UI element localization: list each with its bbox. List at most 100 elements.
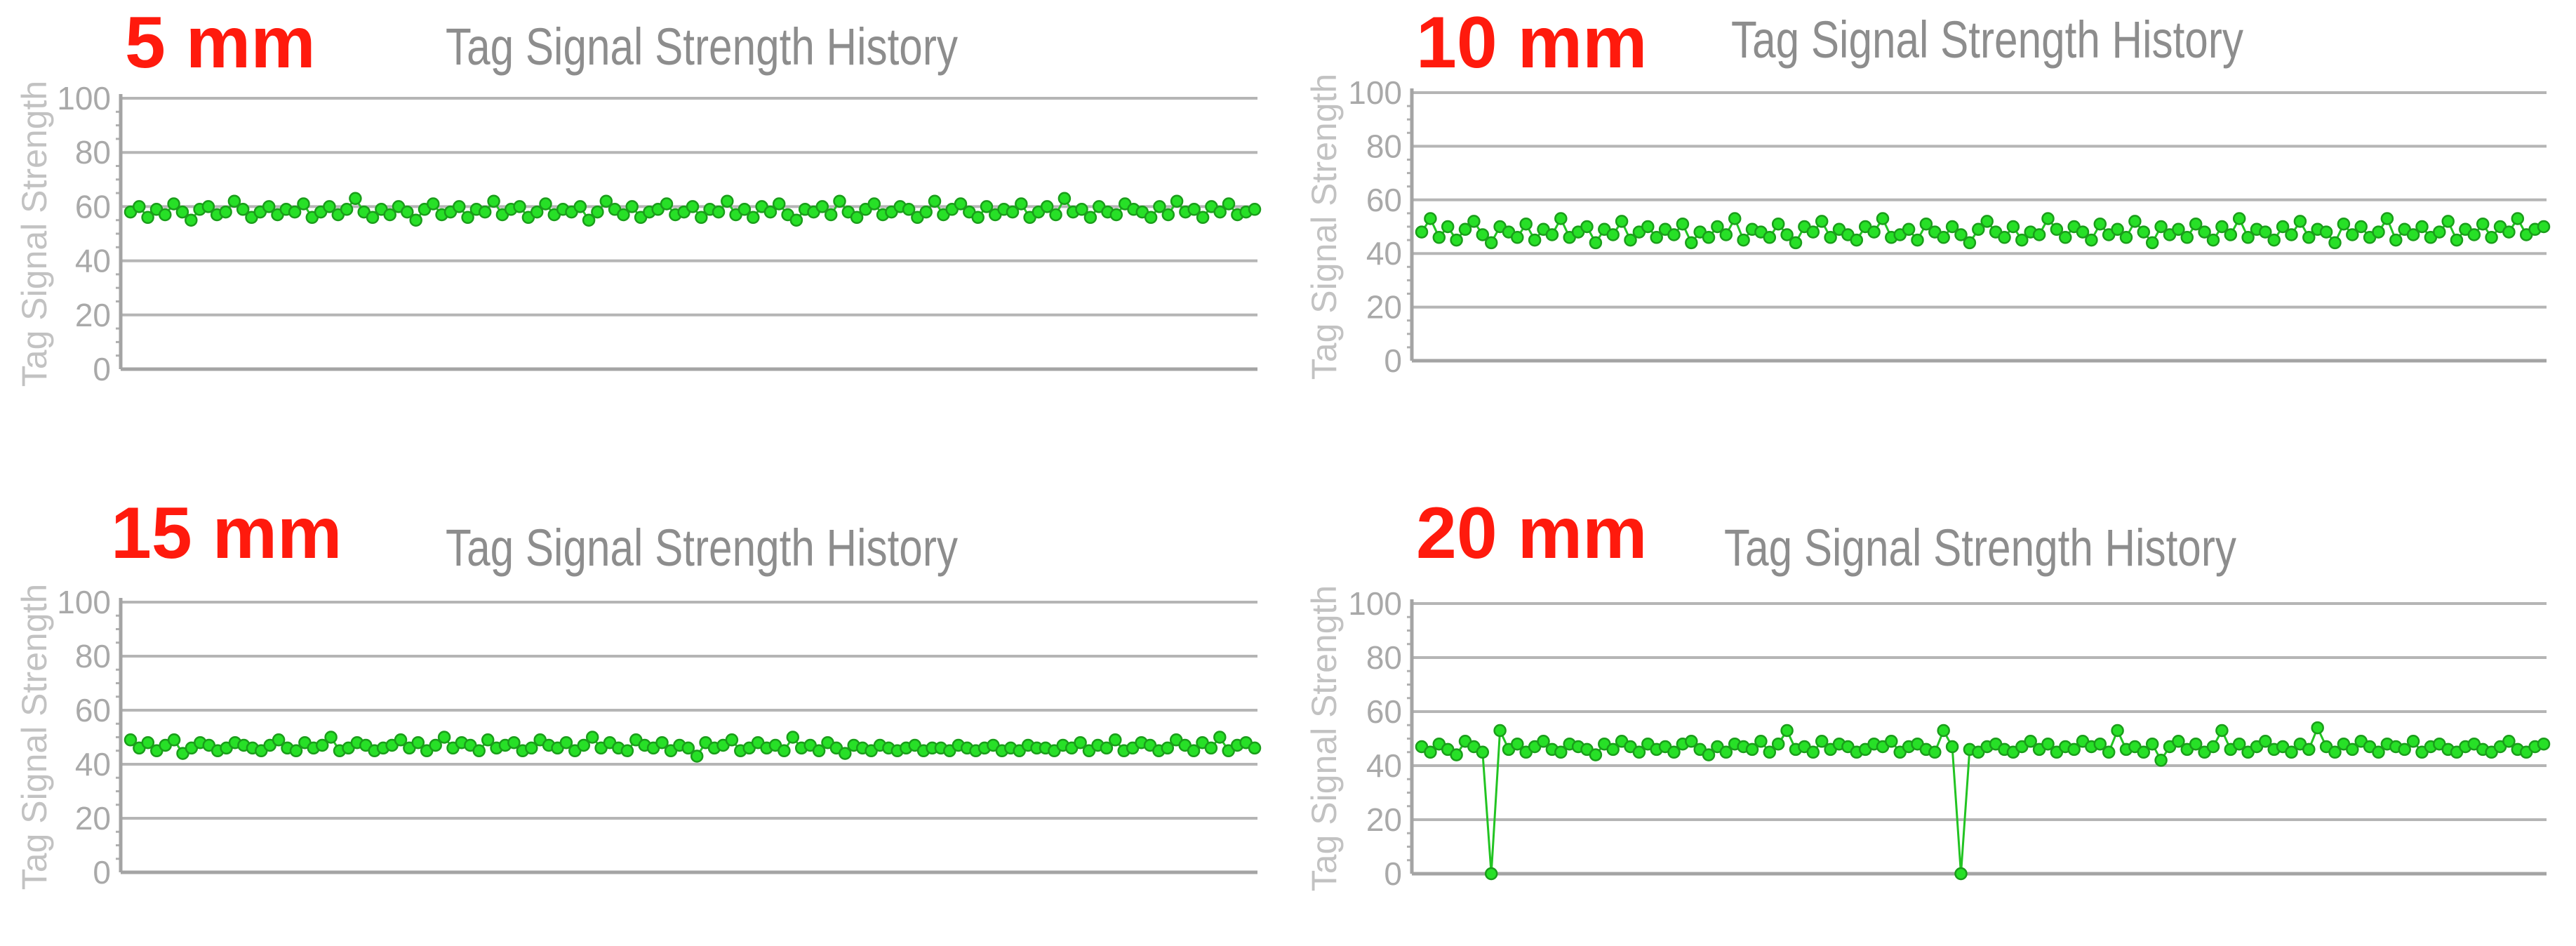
data-point [1213, 731, 1227, 744]
data-point [2111, 724, 2124, 738]
data-point [1624, 233, 1637, 247]
data-point [2154, 220, 2168, 234]
data-point [167, 197, 180, 211]
data-point [2511, 212, 2525, 225]
data-point [1615, 215, 1629, 228]
data-point [2215, 724, 2229, 738]
data-point [383, 208, 396, 222]
data-point [2415, 220, 2429, 234]
data-point [919, 205, 933, 219]
data-point [2041, 737, 2055, 751]
data-point [507, 735, 521, 750]
data-point [461, 211, 474, 225]
data-point [789, 213, 803, 227]
data-point [1432, 231, 1446, 244]
data-point [786, 731, 800, 744]
data-point [2172, 735, 2185, 748]
data-point [620, 744, 634, 758]
data-point [971, 211, 985, 225]
y-tick-label: 80 [75, 638, 111, 674]
chart-title: Tag Signal Strength History [1724, 519, 2236, 577]
y-tick-label: 100 [57, 584, 111, 620]
data-point [1902, 222, 1916, 236]
data-point [1519, 217, 1533, 231]
data-point [1954, 228, 1968, 241]
data-point [1763, 231, 1777, 244]
data-point [539, 197, 552, 211]
data-point [2189, 737, 2203, 751]
data-point [2485, 231, 2498, 244]
y-tick-label: 20 [1366, 289, 1402, 326]
data-point [582, 213, 596, 227]
panel-distance-label: 20 mm [1416, 493, 1648, 574]
data-point [1667, 745, 1681, 759]
panel-distance-label: 15 mm [111, 493, 342, 574]
data-point [954, 197, 968, 211]
data-point [1484, 236, 1498, 250]
data-point [2319, 225, 2333, 239]
data-point [1049, 208, 1062, 222]
data-point [2389, 233, 2403, 247]
data-point [1248, 203, 1262, 216]
data-point [1824, 231, 1837, 244]
data-point [411, 735, 425, 750]
data-point [625, 200, 639, 213]
data-point [2476, 217, 2490, 231]
data-point [850, 211, 864, 225]
panel-distance-label: 5 mm [125, 2, 316, 84]
data-point [1719, 745, 1733, 759]
data-point [1771, 217, 1785, 231]
data-point [2050, 222, 2064, 236]
data-point [2206, 233, 2220, 247]
data-point [133, 200, 146, 213]
data-point [585, 731, 599, 744]
data-point [272, 733, 286, 747]
data-point [980, 200, 994, 213]
data-point [481, 733, 495, 747]
data-point [1711, 220, 1724, 234]
data-point [1641, 220, 1655, 234]
data-point [1187, 203, 1201, 216]
data-point [2215, 220, 2229, 234]
y-tick-label: 0 [93, 854, 111, 891]
y-tick-label: 40 [75, 746, 111, 782]
data-point [1789, 236, 1803, 250]
data-point [1040, 200, 1054, 213]
data-point [1806, 745, 1820, 759]
data-point [2450, 233, 2464, 247]
y-tick-label: 60 [1366, 182, 1402, 218]
data-point [1511, 737, 1524, 751]
y-tick-label: 80 [75, 134, 111, 171]
data-point [2372, 745, 2385, 759]
data-point [2154, 754, 2168, 767]
data-point [2346, 742, 2359, 757]
data-point [867, 197, 881, 211]
y-tick-label: 0 [93, 351, 111, 387]
data-point [2354, 220, 2368, 234]
data-point [1075, 203, 1088, 216]
data-point [1702, 748, 1716, 761]
data-point [1754, 735, 1768, 748]
chart-title: Tag Signal Strength History [1731, 11, 2243, 69]
data-point [1467, 215, 1481, 228]
data-point [2285, 745, 2298, 759]
data-point [1476, 228, 1490, 241]
data-point [1441, 220, 1455, 234]
data-point [2145, 737, 2159, 751]
data-point [2006, 220, 2020, 234]
y-tick-label: 20 [75, 800, 111, 837]
data-point [1928, 745, 1942, 759]
data-point [655, 735, 669, 750]
data-point [2128, 215, 2142, 228]
data-point [1945, 220, 1959, 234]
data-point [1222, 197, 1236, 211]
data-point [2172, 222, 2185, 236]
data-point [1248, 741, 1262, 755]
chart-title: Tag Signal Strength History [446, 519, 958, 577]
data-point [2241, 231, 2255, 244]
data-point [2085, 233, 2098, 247]
data-point [2232, 212, 2246, 225]
data-point [427, 197, 440, 211]
